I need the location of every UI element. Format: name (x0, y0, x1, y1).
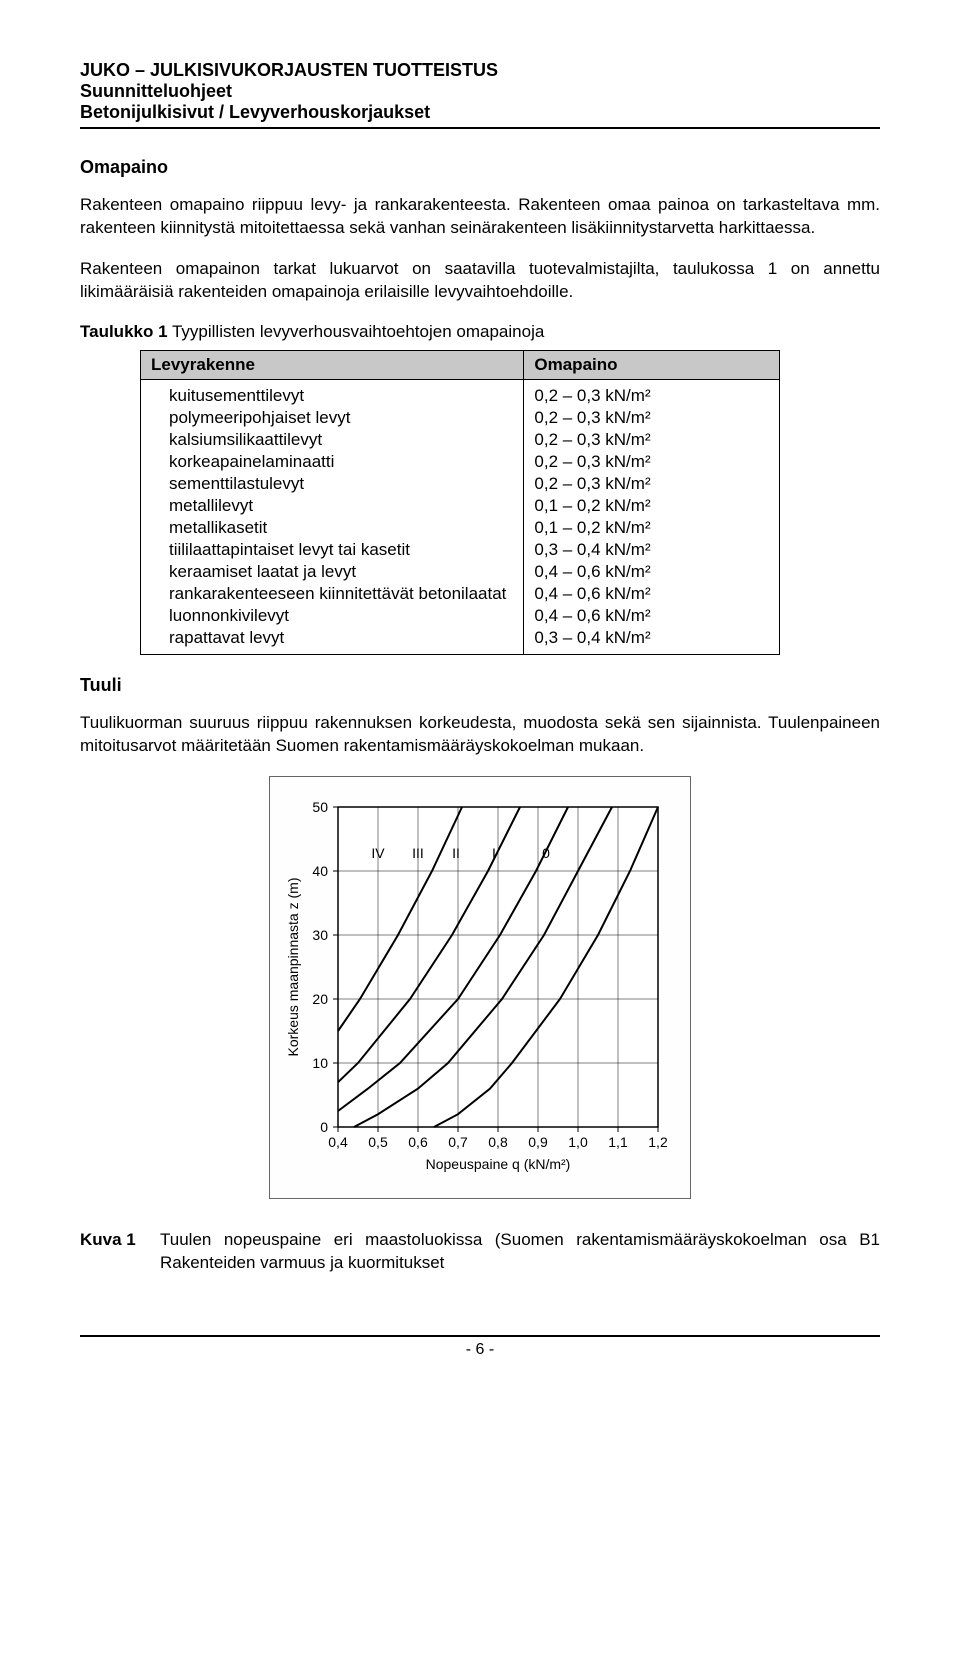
table-cell-value: 0,3 – 0,4 kN/m² (524, 627, 780, 655)
figure-caption: Kuva 1 Tuulen nopeuspaine eri maastoluok… (80, 1229, 880, 1275)
svg-text:50: 50 (312, 799, 328, 815)
table-cell-name: keraamiset laatat ja levyt (141, 561, 524, 583)
svg-text:0,6: 0,6 (408, 1134, 428, 1150)
table-cell-value: 0,4 – 0,6 kN/m² (524, 583, 780, 605)
section-title-omapaino: Omapaino (80, 157, 880, 178)
table-caption-label: Taulukko 1 (80, 322, 168, 341)
svg-text:Nopeuspaine q (kN/m²): Nopeuspaine q (kN/m²) (426, 1156, 571, 1172)
table-cell-name: metallikasetit (141, 517, 524, 539)
svg-text:1,0: 1,0 (568, 1134, 588, 1150)
table-cell-name: rapattavat levyt (141, 627, 524, 655)
svg-text:10: 10 (312, 1055, 328, 1071)
page-number: - 6 - (80, 1341, 880, 1359)
table-row: metallikasetit0,1 – 0,2 kN/m² (141, 517, 780, 539)
table-row: sementtilastulevyt0,2 – 0,3 kN/m² (141, 473, 780, 495)
header-line-2: Suunnitteluohjeet (80, 81, 880, 102)
table-row: kuitusementtilevyt0,2 – 0,3 kN/m² (141, 379, 780, 407)
header-line-3: Betonijulkisivut / Levyverhouskorjaukset (80, 102, 880, 123)
table-cell-value: 0,1 – 0,2 kN/m² (524, 517, 780, 539)
table-row: keraamiset laatat ja levyt0,4 – 0,6 kN/m… (141, 561, 780, 583)
table-cell-name: sementtilastulevyt (141, 473, 524, 495)
table-header-col2: Omapaino (524, 350, 780, 379)
table-header-col1: Levyrakenne (141, 350, 524, 379)
table-cell-name: korkeapainelaminaatti (141, 451, 524, 473)
paragraph: Tuulikuorman suuruus riippuu rakennuksen… (80, 712, 880, 758)
svg-text:0,4: 0,4 (328, 1134, 348, 1150)
table-row: rapattavat levyt0,3 – 0,4 kN/m² (141, 627, 780, 655)
figure-caption-label: Kuva 1 (80, 1229, 160, 1275)
table-row: luonnonkivilevyt0,4 – 0,6 kN/m² (141, 605, 780, 627)
omapaino-table: Levyrakenne Omapaino kuitusementtilevyt0… (140, 350, 780, 655)
svg-text:Korkeus maanpinnasta z (m): Korkeus maanpinnasta z (m) (285, 877, 301, 1056)
document-header: JUKO – JULKISIVUKORJAUSTEN TUOTTEISTUS S… (80, 60, 880, 129)
table-row: metallilevyt0,1 – 0,2 kN/m² (141, 495, 780, 517)
svg-text:0,5: 0,5 (368, 1134, 388, 1150)
svg-text:0: 0 (542, 845, 550, 861)
table-row: polymeeripohjaiset levyt0,2 – 0,3 kN/m² (141, 407, 780, 429)
paragraph: Rakenteen omapainon tarkat lukuarvot on … (80, 258, 880, 304)
table-cell-name: rankarakenteeseen kiinnitettävät betoni­… (141, 583, 524, 605)
footer-divider (80, 1335, 880, 1337)
svg-text:IV: IV (371, 845, 385, 861)
table-cell-name: kuitusementtilevyt (141, 379, 524, 407)
svg-text:0: 0 (320, 1119, 328, 1135)
table-cell-value: 0,2 – 0,3 kN/m² (524, 379, 780, 407)
table-cell-name: luonnonkivilevyt (141, 605, 524, 627)
svg-text:0,8: 0,8 (488, 1134, 508, 1150)
svg-text:I: I (492, 845, 496, 861)
table-cell-value: 0,3 – 0,4 kN/m² (524, 539, 780, 561)
table-cell-value: 0,2 – 0,3 kN/m² (524, 451, 780, 473)
section-title-tuuli: Tuuli (80, 675, 880, 696)
table-row: kalsiumsilikaattilevyt0,2 – 0,3 kN/m² (141, 429, 780, 451)
svg-text:1,2: 1,2 (648, 1134, 668, 1150)
table-caption: Taulukko 1 Tyypillisten levyverhousvaiht… (80, 322, 880, 342)
svg-text:0,7: 0,7 (448, 1134, 468, 1150)
svg-text:20: 20 (312, 991, 328, 1007)
table-cell-name: kalsiumsilikaattilevyt (141, 429, 524, 451)
table-cell-value: 0,2 – 0,3 kN/m² (524, 429, 780, 451)
table-cell-name: polymeeripohjaiset levyt (141, 407, 524, 429)
table-row: tiililaattapintaiset levyt tai kasetit0,… (141, 539, 780, 561)
header-line-1: JUKO – JULKISIVUKORJAUSTEN TUOTTEISTUS (80, 60, 880, 81)
svg-text:1,1: 1,1 (608, 1134, 628, 1150)
table-cell-name: metallilevyt (141, 495, 524, 517)
svg-text:40: 40 (312, 863, 328, 879)
svg-text:0,9: 0,9 (528, 1134, 548, 1150)
table-cell-value: 0,2 – 0,3 kN/m² (524, 473, 780, 495)
svg-text:30: 30 (312, 927, 328, 943)
table-row: korkeapainelaminaatti0,2 – 0,3 kN/m² (141, 451, 780, 473)
svg-text:II: II (452, 845, 460, 861)
table-cell-value: 0,4 – 0,6 kN/m² (524, 605, 780, 627)
chart-container: IVIIIIII0010203040500,40,50,60,70,80,91,… (80, 776, 880, 1199)
figure-caption-text: Tuulen nopeuspaine eri maastoluokissa (S… (160, 1229, 880, 1275)
table-cell-value: 0,2 – 0,3 kN/m² (524, 407, 780, 429)
table-caption-text: Tyypillisten levyverhousvaihtoehtojen om… (168, 322, 545, 341)
paragraph: Rakenteen omapaino riippuu levy- ja rank… (80, 194, 880, 240)
table-cell-name: tiililaattapintaiset levyt tai kasetit (141, 539, 524, 561)
svg-text:III: III (412, 845, 424, 861)
table-cell-value: 0,1 – 0,2 kN/m² (524, 495, 780, 517)
table-row: rankarakenteeseen kiinnitettävät betoni­… (141, 583, 780, 605)
chart-frame: IVIIIIII0010203040500,40,50,60,70,80,91,… (269, 776, 691, 1199)
wind-pressure-chart: IVIIIIII0010203040500,40,50,60,70,80,91,… (280, 787, 680, 1187)
table-cell-value: 0,4 – 0,6 kN/m² (524, 561, 780, 583)
